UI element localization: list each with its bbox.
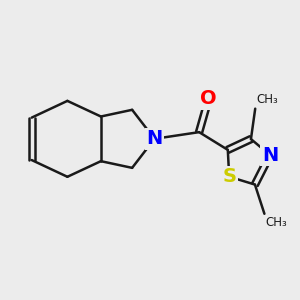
Text: N: N (146, 129, 163, 148)
Text: N: N (262, 146, 278, 164)
Text: O: O (200, 89, 217, 108)
Text: CH₃: CH₃ (266, 216, 287, 229)
Text: CH₃: CH₃ (256, 93, 278, 106)
Text: S: S (222, 167, 236, 186)
